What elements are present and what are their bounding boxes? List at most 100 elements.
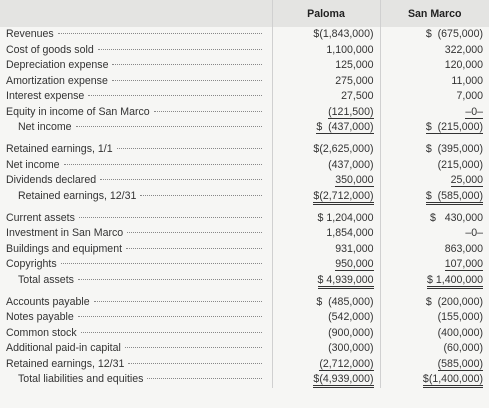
row-label-cell: Copyrights [0,257,272,273]
row-label: Investment in San Marco [6,226,272,242]
header-blank [0,0,272,27]
row: Common stock (900,000) (400,000) [0,325,489,341]
total-row: Total liabilities and equities $(4,939,00… [0,372,489,388]
total-row: Retained earnings, 12/31 $(2,712,000) $ (5… [0,188,489,205]
label-text: Equity in income of San Marco [6,105,150,118]
row-label-cell: Investment in San Marco [0,226,272,242]
amount: 125,000 [335,59,374,71]
row-label-cell: Total liabilities and equities [0,372,272,388]
amount-cell: $ (437,000) [271,120,380,136]
amount: 7,000 [456,90,483,102]
amount: 107,000 [444,258,483,271]
row-label: Retained earnings, 1/1 [6,142,272,158]
dot-leader [128,362,262,364]
amount: $(4,939,000) [313,373,374,388]
spacer [0,135,489,142]
amount: $ (437,000) [316,121,374,134]
row-label-cell: Net income [0,158,272,174]
amount-cell: –0– [379,104,489,120]
row: Depreciation expense 125,000 120,000 [0,58,489,74]
label-text: Retained earnings, 12/31 [6,357,125,370]
label-text: Additional paid-in capital [6,342,121,354]
label-text: Copyrights [6,258,57,270]
dot-leader [153,110,262,112]
label-text: Notes payable [6,311,74,323]
amount: 25,000 [450,174,483,187]
row: Revenues $(1,843,000) $ (675,000) [0,27,489,43]
amount-cell: (2,712,000) [271,356,380,372]
amount-cell: 1,854,000 [271,226,380,242]
row-label: Additional paid-in capital [6,341,272,357]
amount-cell: –0– [379,226,489,242]
label-text: Total liabilities and equities [18,373,144,385]
amount: $ (485,000) [316,295,374,308]
dot-leader [93,300,262,302]
amount: $ 1,400,000 [427,273,483,289]
amount-cell: 125,000 [271,58,380,74]
dot-leader [60,263,262,264]
amount: (300,000) [328,342,374,354]
row: Copyrights 950,000 107,000 [0,257,489,273]
amount-cell: (437,000) [271,157,380,173]
amount-cell: 275,000 [271,73,380,89]
row-label-cell: Amortization expense [0,74,272,90]
amount: 322,000 [444,43,483,56]
spacer-cell [271,204,380,211]
row-label: Retained earnings, 12/31 [6,357,272,373]
amount: 931,000 [335,242,374,255]
row: Dividends declared 350,000 25,000 [0,173,489,189]
dot-leader [127,232,262,233]
amount: $ 4,939,000 [317,273,374,289]
row-label-cell: Retained earnings, 12/31 [0,357,272,373]
label-text: Common stock [6,326,77,339]
amount-cell: (542,000) [271,310,380,326]
row-label-cell: Retained earnings, 12/31 [0,189,272,205]
amount-cell: $ 1,400,000 [379,272,489,289]
amount-cell: (585,000) [379,356,489,372]
column-header: Paloma [271,0,380,27]
label-text: Interest expense [6,90,85,102]
label-text: Cost of goods sold [6,43,94,56]
amount-cell: $(2,625,000) [271,142,380,158]
amount-cell: $(1,400,000) [379,372,489,388]
amount: (437,000) [328,158,374,171]
row: Accounts payable $ (485,000) $ (200,000) [0,294,489,310]
amount-cell: $(1,843,000) [271,27,380,43]
amount-cell: (121,500) [271,104,380,120]
amount-cell: 1,100,000 [271,42,380,58]
row-label: Equity in income of San Marco [6,105,272,121]
dot-leader [124,347,262,348]
amount: $ (215,000) [425,121,483,134]
spacer-cell [379,204,489,211]
row: Retained earnings, 12/31 (2,712,000) (585,… [0,356,489,373]
spacer-cell [271,288,380,295]
dot-leader [88,95,262,96]
row-label-cell: Dividends declared [0,173,272,189]
dot-leader [77,316,262,317]
row: Current assets $ 1,204,000 $ 430,000 [0,210,489,227]
amount: (2,712,000) [319,357,374,371]
dot-leader [100,179,262,180]
total-row: Total assets $ 4,939,000 $ 1,400,000 [0,272,489,289]
dot-leader [112,64,262,65]
label-text: Retained earnings, 12/31 [18,189,137,202]
amount: 1,854,000 [326,227,374,239]
row-label: Cost of goods sold [6,43,272,59]
row-label-cell: Interest expense [0,89,272,105]
row: Cost of goods sold 1,100,000 322,000 [0,42,489,59]
row: Net income (437,000) (215,000) [0,157,489,174]
label-text: Accounts payable [6,295,90,308]
row-label: Copyrights [6,257,272,273]
amount-cell: (60,000) [379,341,489,357]
amount-cell: $(2,712,000) [271,188,380,205]
amount-cell: (215,000) [379,157,489,173]
label-text: Depreciation expense [6,59,109,71]
amount: (542,000) [328,311,374,323]
row-label-cell: Current assets [0,211,272,227]
amount-cell: (900,000) [271,325,380,341]
dot-leader [147,378,262,379]
amount: 350,000 [335,174,374,187]
amount-cell: $ (585,000) [379,188,489,205]
amount: –0– [465,105,483,119]
row-label-cell: Revenues [0,27,272,43]
